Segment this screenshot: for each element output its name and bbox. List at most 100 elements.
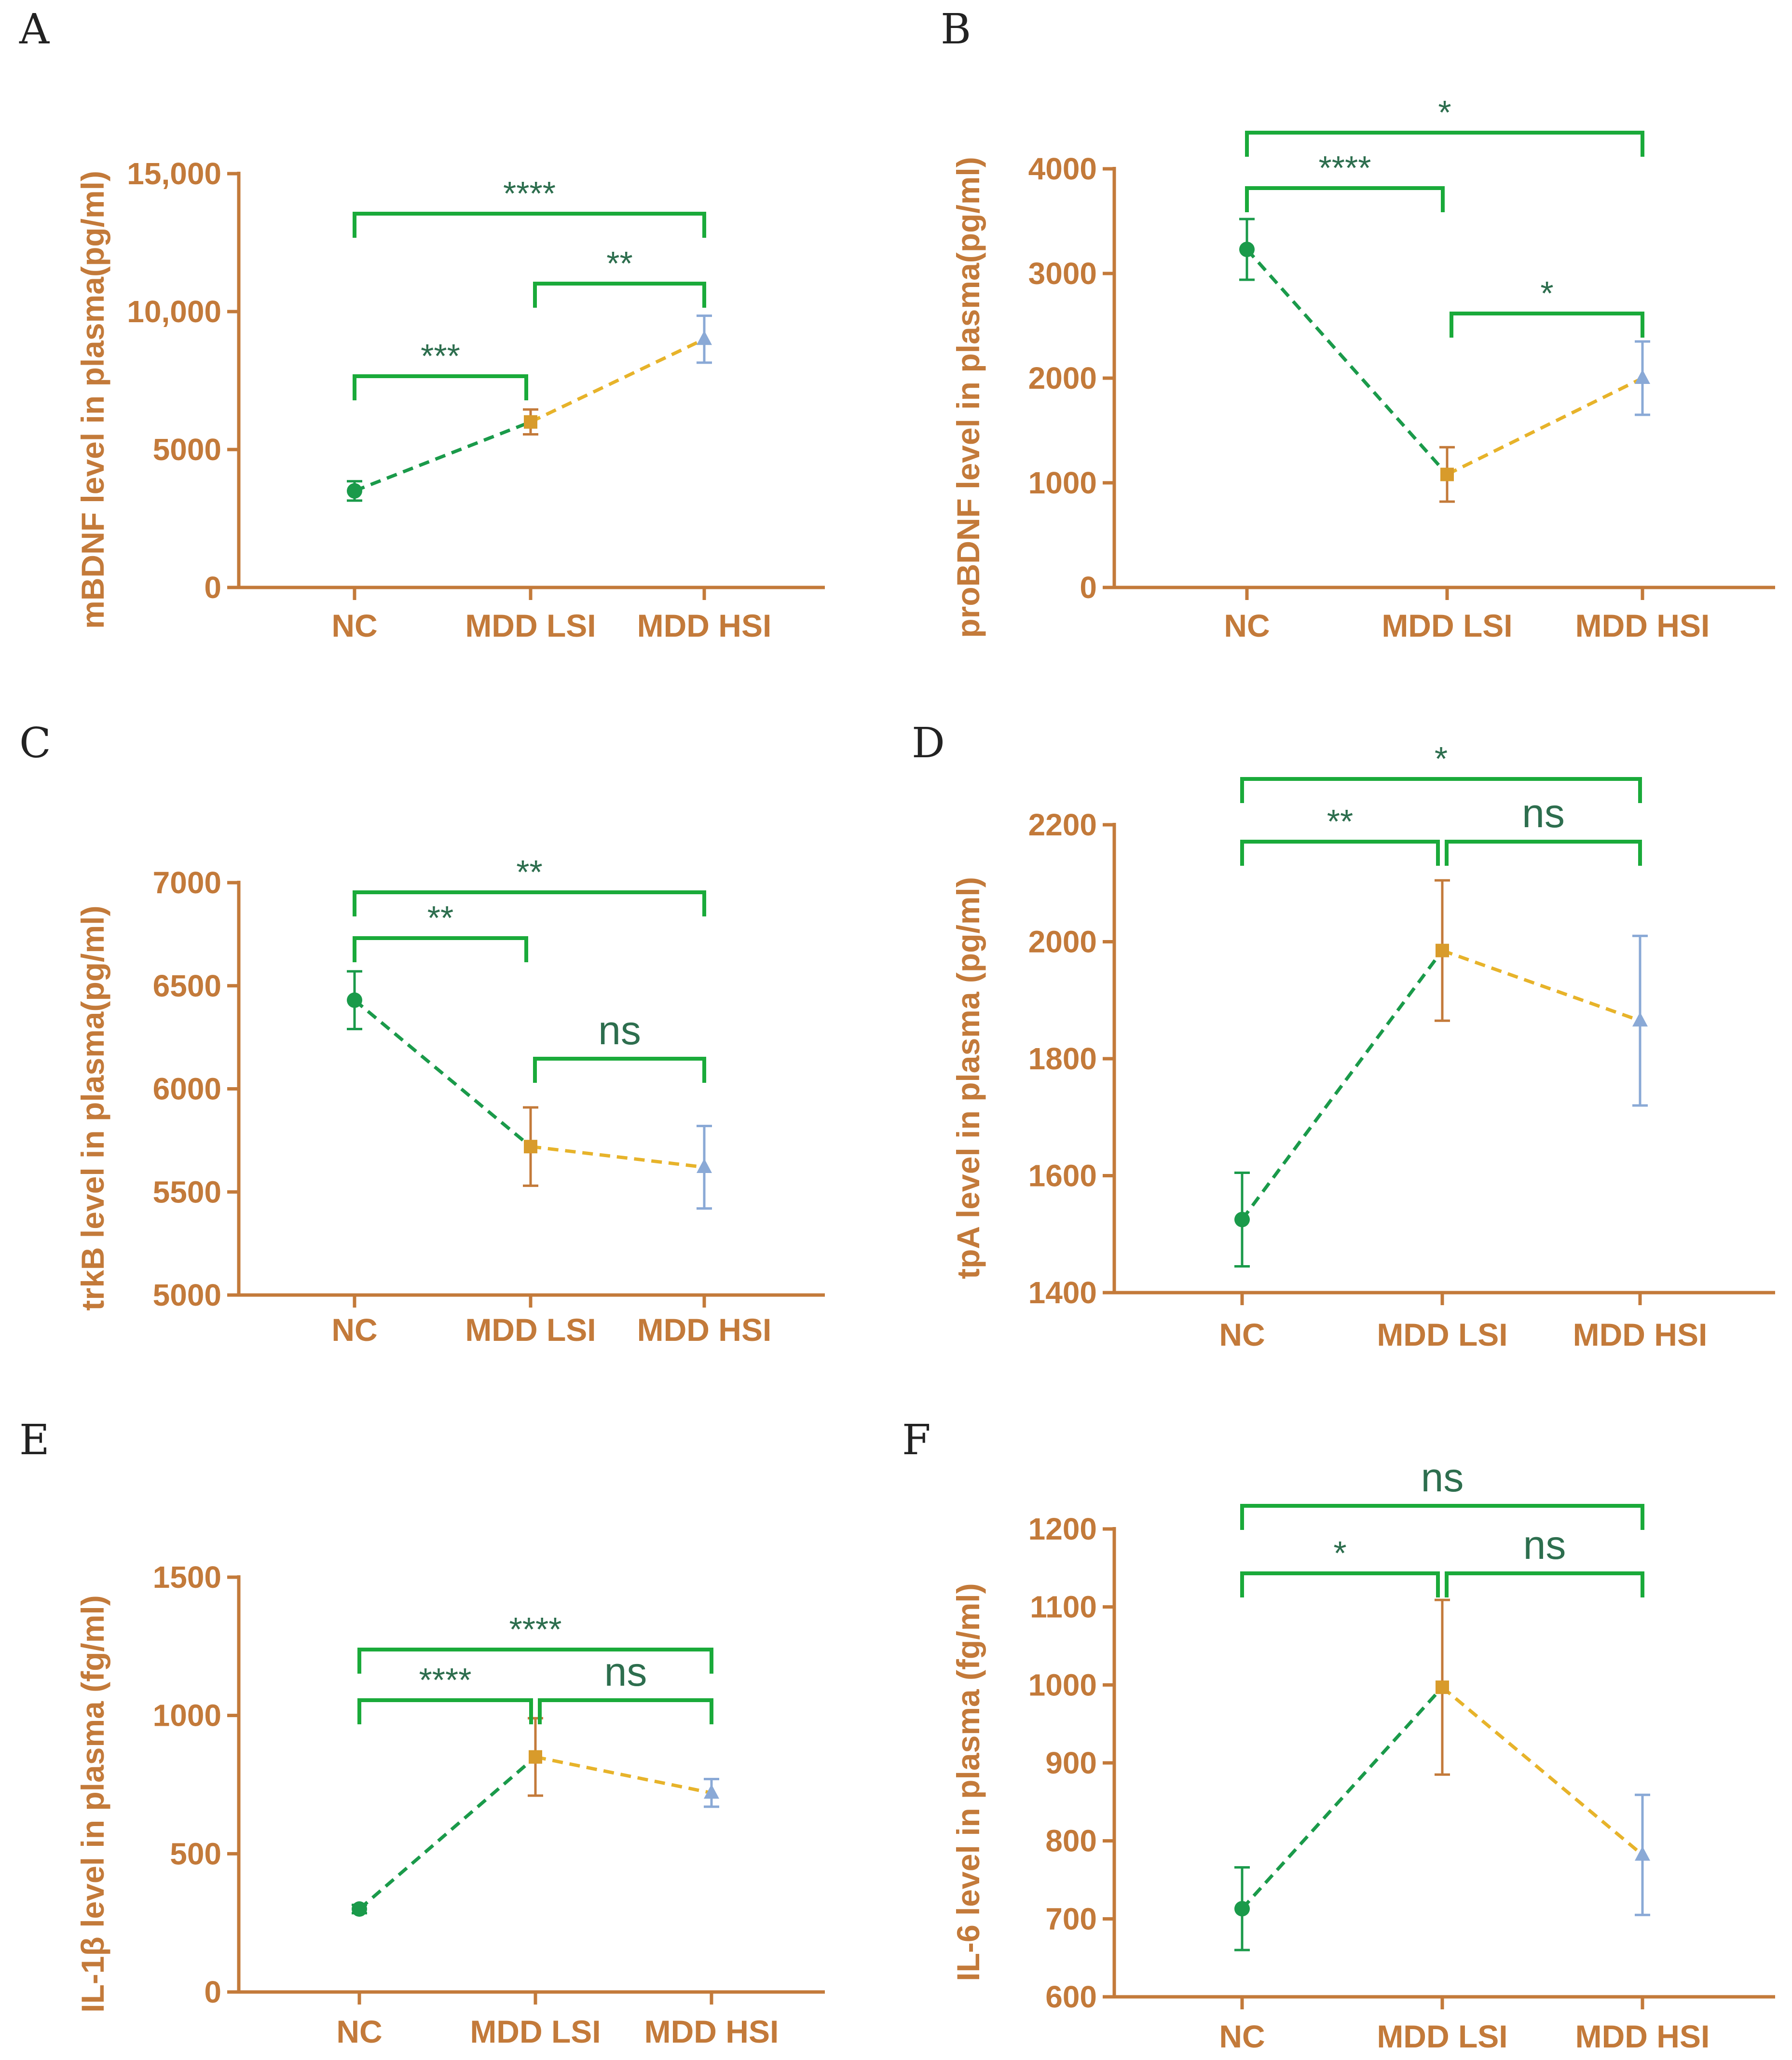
series-line-lsi-hsi xyxy=(530,1145,705,1169)
y-tick-label: 1600 xyxy=(1028,1159,1097,1193)
x-tick-label: MDD HSI xyxy=(644,2014,779,2049)
panel-letter: D xyxy=(912,719,945,767)
series-line-lsi-hsi xyxy=(1441,1686,1644,1856)
data-point-mdd-hsi xyxy=(697,1158,712,1173)
panel-e: E 0 500 1000 1500 NC MDD LSI MDD HSI IL-1β level… xyxy=(19,1416,825,2049)
y-tick-label: 2000 xyxy=(1028,361,1097,396)
x-tick-label: MDD HSI xyxy=(637,608,772,643)
x-tick-label: MDD HSI xyxy=(1575,2019,1710,2054)
series-line-nc-lsi xyxy=(1241,1686,1444,1910)
significance-bracket xyxy=(353,890,706,916)
x-tick-label: MDD LSI xyxy=(465,1312,596,1348)
data-point-mdd-lsi xyxy=(1436,1680,1449,1694)
significance-bracket xyxy=(353,374,528,400)
significance-label: **** xyxy=(509,1610,562,1648)
x-tick-label: NC xyxy=(336,2014,382,2049)
panel-b: B 0 1000 2000 3000 4000 NC MDD LSI MDD HSI proBDN… xyxy=(941,5,1775,643)
significance-bracket xyxy=(357,1698,533,1724)
series-line-lsi-hsi xyxy=(530,338,705,423)
y-tick-label: 900 xyxy=(1045,1746,1097,1780)
data-point-mdd-hsi xyxy=(1635,1846,1650,1861)
data-point-mdd-lsi xyxy=(529,1750,542,1764)
y-axis-label: trkB level in plasma(pg/ml) xyxy=(75,906,110,1311)
significance-label: * xyxy=(1540,274,1553,312)
data-point-nc xyxy=(347,483,362,499)
significance-label: * xyxy=(1438,94,1451,131)
data-point-nc xyxy=(352,1901,367,1917)
significance-bracket xyxy=(1445,1571,1644,1597)
y-tick-label: 1400 xyxy=(1028,1275,1097,1310)
series-line-nc-lsi xyxy=(358,1756,537,1910)
significance-bracket xyxy=(538,1698,713,1724)
significance-label: * xyxy=(1435,740,1448,778)
panel-c: C 5000 5500 6000 6500 7000 NC MDD LSI MDD HSI trk… xyxy=(19,719,825,1348)
x-tick-label: NC xyxy=(331,608,377,643)
y-tick-label: 7000 xyxy=(153,865,221,900)
series-line-lsi-hsi xyxy=(535,1755,712,1795)
series-line-nc-lsi xyxy=(1245,248,1449,476)
data-point-mdd-hsi xyxy=(1635,369,1650,384)
series-line-nc-lsi xyxy=(353,998,532,1148)
x-tick-label: MDD LSI xyxy=(1377,1317,1507,1352)
x-tick-label: MDD HSI xyxy=(1573,1317,1708,1352)
y-tick-label: 15,000 xyxy=(127,156,221,191)
panel-f: F 600 700 800 900 1000 1100 1200 NC MDD LSI MDD HS… xyxy=(902,1416,1775,2054)
significance-label: ** xyxy=(606,245,632,282)
y-tick-label: 0 xyxy=(204,570,221,605)
y-tick-label: 5000 xyxy=(153,1278,221,1312)
y-tick-label: 5000 xyxy=(153,432,221,467)
y-tick-label: 3000 xyxy=(1028,256,1097,291)
y-axis-label: IL-6 level in plasma (fg/ml) xyxy=(950,1583,986,1981)
y-tick-label: 0 xyxy=(204,1975,221,2009)
significance-label: ns xyxy=(604,1649,647,1694)
significance-bracket xyxy=(1245,131,1644,157)
significance-label: **** xyxy=(503,175,556,212)
y-tick-label: 1000 xyxy=(1028,465,1097,500)
y-tick-label: 1200 xyxy=(1028,1512,1097,1546)
panel-letter: B xyxy=(941,5,971,54)
y-tick-label: 500 xyxy=(170,1836,221,1871)
x-tick-label: NC xyxy=(331,1312,377,1348)
significance-label: **** xyxy=(419,1661,472,1699)
y-tick-label: 2200 xyxy=(1028,807,1097,842)
significance-bracket xyxy=(1240,777,1642,803)
y-tick-label: 1800 xyxy=(1028,1041,1097,1076)
y-axis-label: tpA level in plasma (pg/ml) xyxy=(950,877,986,1279)
y-tick-label: 1500 xyxy=(153,1560,221,1595)
x-tick-label: MDD LSI xyxy=(465,608,596,643)
significance-bracket xyxy=(353,936,528,962)
data-point-mdd-hsi xyxy=(704,1784,719,1799)
significance-label: ** xyxy=(1327,803,1353,840)
significance-label: * xyxy=(1333,1534,1346,1572)
data-point-mdd-hsi xyxy=(1632,1012,1648,1027)
y-tick-label: 1100 xyxy=(1030,1590,1097,1624)
data-point-nc xyxy=(1234,1212,1250,1228)
data-point-mdd-hsi xyxy=(697,330,712,345)
significance-bracket xyxy=(1445,840,1642,866)
y-tick-label: 6000 xyxy=(153,1072,221,1106)
data-point-nc xyxy=(1234,1901,1250,1917)
significance-bracket xyxy=(353,212,706,238)
significance-label: **** xyxy=(1319,149,1371,187)
x-tick-label: MDD HSI xyxy=(1575,608,1710,643)
y-tick-label: 800 xyxy=(1045,1824,1097,1858)
y-axis-label: mBDNF level in plasma(pg/ml) xyxy=(75,171,110,629)
significance-bracket xyxy=(357,1648,713,1674)
y-tick-label: 0 xyxy=(1080,570,1097,605)
significance-bracket xyxy=(1240,840,1440,866)
y-tick-label: 6500 xyxy=(153,969,221,1003)
y-tick-label: 4000 xyxy=(1028,151,1097,186)
panel-letter: F xyxy=(902,1416,931,1464)
y-tick-label: 10,000 xyxy=(127,294,221,329)
panel-letter: C xyxy=(19,719,51,767)
x-tick-label: MDD LSI xyxy=(470,2014,601,2049)
significance-bracket xyxy=(533,1057,706,1083)
y-tick-label: 600 xyxy=(1045,1979,1097,2014)
significance-bracket xyxy=(1240,1504,1644,1530)
panel-a: A 0 5000 10,000 15,000 NC MDD LSI MDD HSI mBDNF … xyxy=(19,5,825,643)
significance-bracket xyxy=(1240,1571,1440,1597)
significance-bracket xyxy=(533,282,706,308)
significance-label: ** xyxy=(516,853,542,891)
data-point-nc xyxy=(1239,242,1255,258)
